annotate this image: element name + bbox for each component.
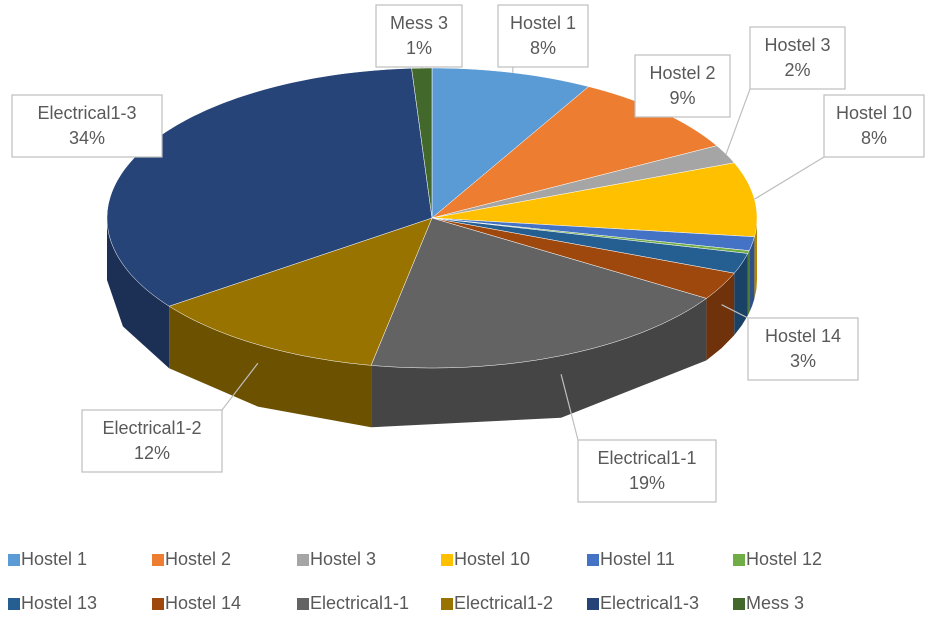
legend-swatch bbox=[587, 598, 599, 610]
callout-box bbox=[375, 4, 463, 68]
legend-swatch bbox=[152, 554, 164, 566]
callout-box bbox=[81, 409, 223, 473]
leader-line bbox=[721, 304, 749, 319]
legend-label: Hostel 2 bbox=[165, 549, 231, 569]
callout-box bbox=[749, 26, 846, 90]
slice bbox=[431, 162, 758, 238]
legend-label: Electrical1-3 bbox=[600, 593, 699, 613]
data-label-name: Mess 3 bbox=[390, 13, 448, 33]
slice-side bbox=[107, 218, 170, 369]
slice-side bbox=[747, 250, 750, 316]
data-label-name: Hostel 10 bbox=[836, 103, 912, 123]
legend-label: Hostel 3 bbox=[310, 549, 376, 569]
slice-side bbox=[749, 236, 755, 313]
slice bbox=[168, 217, 433, 366]
legend-swatch bbox=[733, 554, 745, 566]
slice-side bbox=[754, 218, 757, 299]
slice bbox=[431, 145, 735, 219]
legend-label: Hostel 10 bbox=[454, 549, 530, 569]
data-label: 34% bbox=[69, 128, 105, 148]
data-label-name: Electrical1-3 bbox=[37, 103, 136, 123]
slice-side bbox=[706, 273, 735, 361]
legend-label: Electrical1-2 bbox=[454, 593, 553, 613]
legend-label: Hostel 14 bbox=[165, 593, 241, 613]
leader-line bbox=[560, 374, 579, 441]
callout-box bbox=[497, 4, 589, 68]
leader-line bbox=[725, 88, 751, 155]
data-label: 1% bbox=[406, 38, 432, 58]
data-label: 9% bbox=[669, 88, 695, 108]
data-label: 8% bbox=[861, 128, 887, 148]
legend-swatch bbox=[733, 598, 745, 610]
data-label: 2% bbox=[784, 60, 810, 80]
slice bbox=[370, 217, 707, 369]
data-label-name: Hostel 14 bbox=[765, 326, 841, 346]
data-label: 3% bbox=[790, 351, 816, 371]
legend-label: Hostel 11 bbox=[600, 549, 675, 569]
slice-side bbox=[734, 253, 748, 336]
data-label-name: Hostel 1 bbox=[510, 13, 576, 33]
data-label: 12% bbox=[134, 443, 170, 463]
callout-box bbox=[747, 317, 859, 381]
legend-swatch bbox=[152, 598, 164, 610]
slice bbox=[431, 217, 735, 299]
legend-swatch bbox=[8, 554, 20, 566]
legend-label: Hostel 13 bbox=[21, 593, 97, 613]
legend-label: Hostel 12 bbox=[746, 549, 822, 569]
legend-label: Hostel 1 bbox=[21, 549, 87, 569]
callout-box bbox=[823, 94, 925, 158]
slice bbox=[411, 67, 433, 219]
legend-swatch bbox=[441, 598, 453, 610]
callout-box bbox=[577, 439, 717, 503]
callout-box bbox=[11, 94, 163, 158]
slice-side bbox=[169, 306, 372, 428]
data-label-name: Electrical1-2 bbox=[102, 418, 201, 438]
leader-line bbox=[221, 362, 259, 411]
legend-swatch bbox=[297, 598, 309, 610]
legend-label: Electrical1-1 bbox=[310, 593, 409, 613]
callout-box bbox=[634, 54, 731, 118]
leader-line bbox=[754, 156, 825, 200]
slice-side bbox=[371, 298, 707, 428]
legend-swatch bbox=[587, 554, 599, 566]
legend-swatch bbox=[8, 598, 20, 610]
data-label: 8% bbox=[530, 38, 556, 58]
legend-swatch bbox=[297, 554, 309, 566]
data-label-name: Hostel 2 bbox=[649, 63, 715, 83]
data-label-name: Hostel 3 bbox=[764, 35, 830, 55]
data-label: 19% bbox=[629, 473, 665, 493]
legend-label: Mess 3 bbox=[746, 593, 804, 613]
legend-swatch bbox=[441, 554, 453, 566]
data-label-name: Electrical1-1 bbox=[597, 448, 696, 468]
slice bbox=[431, 217, 749, 274]
